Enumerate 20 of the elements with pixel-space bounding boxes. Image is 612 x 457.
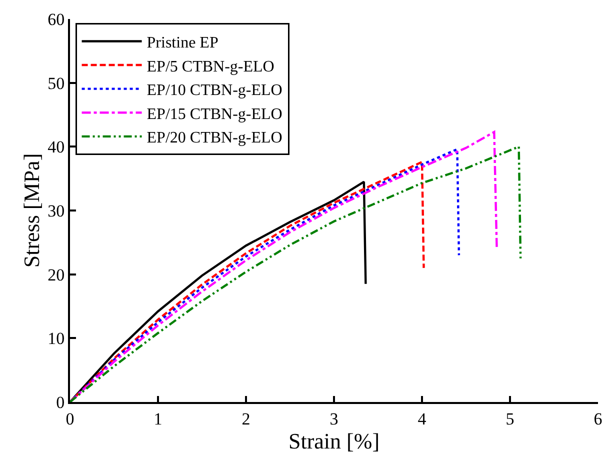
y-tick-label: 60 <box>48 10 65 29</box>
x-tick-label: 2 <box>242 409 250 428</box>
y-tick-label: 50 <box>48 74 65 93</box>
legend-label: EP/5 CTBN-g-ELO <box>146 58 274 76</box>
x-tick-label: 1 <box>154 409 162 428</box>
x-axis-title: Strain [%] <box>288 428 380 454</box>
y-tick-label: 10 <box>48 329 65 348</box>
y-tick-label: 30 <box>48 201 65 220</box>
legend-label: EP/20 CTBN-g-ELO <box>146 130 282 147</box>
y-tick-label: 40 <box>48 138 65 157</box>
legend-label: Pristine EP <box>146 34 218 52</box>
y-tick-label: 0 <box>56 392 65 412</box>
x-tick-label: 5 <box>506 409 514 428</box>
x-tick-label: 4 <box>418 409 427 428</box>
x-tick-label: 3 <box>330 409 338 428</box>
legend-label: EP/10 CTBN-g-ELO <box>146 82 282 100</box>
legend-label: EP/15 CTBN-g-ELO <box>146 106 282 123</box>
y-tick-label: 20 <box>48 265 65 284</box>
x-tick-label: 6 <box>594 409 602 428</box>
y-axis-title: Stress [MPa] <box>18 153 44 268</box>
